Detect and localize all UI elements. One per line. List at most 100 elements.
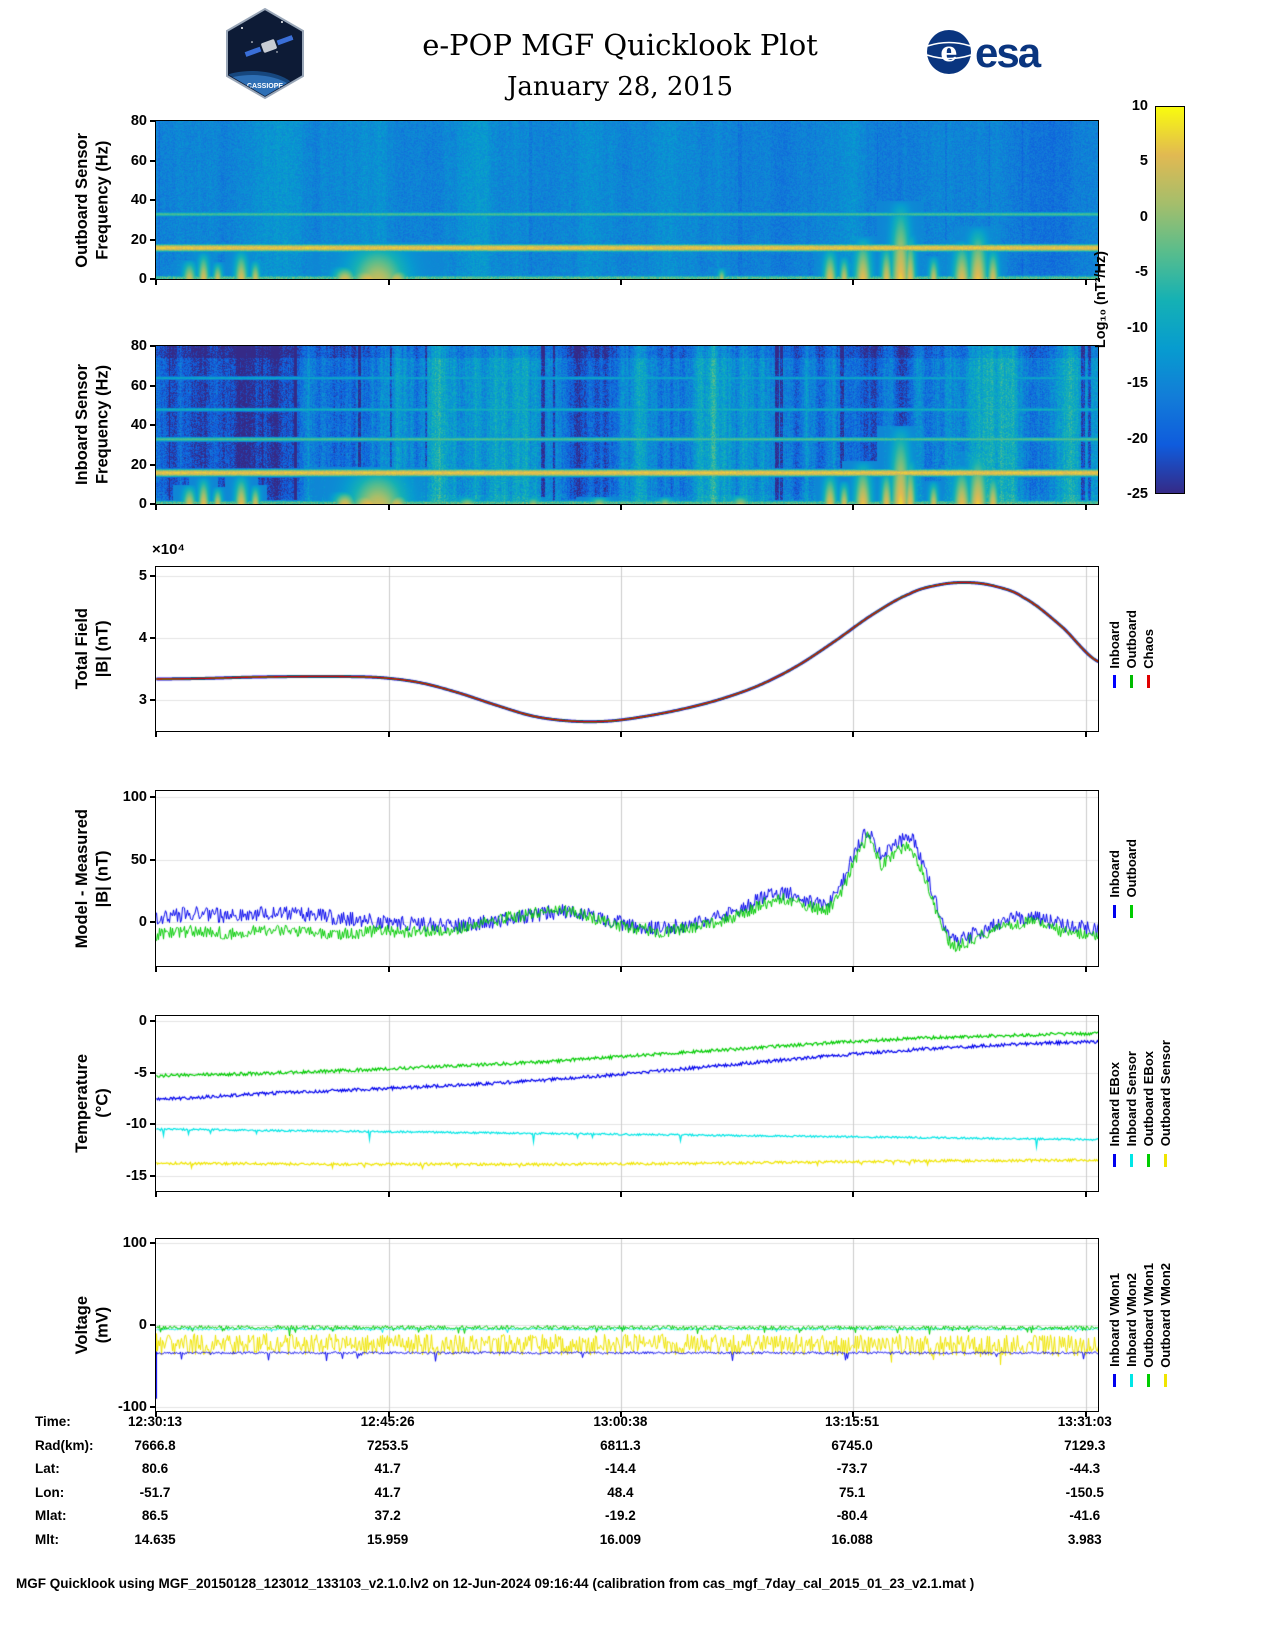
legend-entries: Inboard VMon1 Inboard VMon2 Outboard VMon1… <box>1107 1263 1173 1388</box>
legend-entry: Outboard VMon2 <box>1158 1263 1173 1388</box>
legend-label: Inboard VMon1 <box>1107 1273 1122 1368</box>
x-tick-mark <box>1084 731 1087 737</box>
x-tick-mark <box>1084 1191 1087 1197</box>
legend-label: Inboard Sensor <box>1124 1051 1139 1147</box>
bottom-axis-value: 7253.5 <box>367 1437 409 1453</box>
legend-color-tick <box>1147 675 1150 689</box>
y-tick-label: 40 <box>130 192 147 208</box>
y-tick-mark <box>150 424 156 426</box>
y-axis-label-text: Temperature (°C) <box>73 1054 112 1153</box>
y-axis-label-text: Voltage (mV) <box>73 1295 112 1355</box>
bottom-axis-value: -44.3 <box>1069 1461 1101 1476</box>
y-tick-label: 100 <box>122 789 147 806</box>
y-axis-label: Model - Measured |B| (nT) <box>72 791 114 966</box>
y-tick-label: -5 <box>134 1064 147 1081</box>
y-tick-mark <box>150 463 156 466</box>
model-minus-measured-canvas <box>156 791 1098 966</box>
colorbar-tick-label: 10 <box>1131 98 1148 114</box>
colorbar: Log₁₀ (nT²/Hz) 10 5 0 -5 -10 -15 -20 -25 <box>1093 98 1185 502</box>
colorbar-tick-label: 0 <box>1139 208 1148 225</box>
y-tick-mark <box>150 238 156 241</box>
legend-label: Outboard VMon2 <box>1158 1262 1173 1368</box>
legend-entry: Outboard EBox <box>1141 1040 1156 1167</box>
bottom-axis-row: Mlat: 86.5 37.2 -19.2 -80.4 -41.6 <box>0 1508 1275 1531</box>
x-tick-mark <box>852 504 855 510</box>
bottom-axis-value: -41.6 <box>1069 1508 1101 1523</box>
x-tick-mark <box>155 504 157 510</box>
y-tick-label: 20 <box>130 231 147 248</box>
y-axis-label: Voltage (mV) <box>72 1239 114 1411</box>
legend-label: Chaos <box>1141 628 1156 669</box>
y-tick-mark <box>150 1020 156 1023</box>
legend-entry: Inboard <box>1107 839 1122 918</box>
y-axis-label-text: Inboard Sensor Frequency (Hz) <box>73 364 112 486</box>
legend-entry: Outboard <box>1124 610 1139 689</box>
legend-label: Outboard <box>1124 839 1139 898</box>
y-axis-label: Inboard Sensor Frequency (Hz) <box>72 346 114 504</box>
legend-color-tick <box>1113 904 1116 918</box>
bottom-axis-value: 7129.3 <box>1064 1437 1106 1453</box>
y-tick-mark <box>150 1071 156 1074</box>
x-tick-mark <box>1084 966 1087 972</box>
legend-label: Outboard <box>1124 609 1139 669</box>
colorbar-tick-label: -25 <box>1127 486 1148 502</box>
y-tick-label: -100 <box>117 1398 147 1415</box>
bottom-axis-row: Time: 12:30:13 12:45:26 13:00:38 13:15:51 13:… <box>0 1414 1275 1437</box>
svg-text:e: e <box>940 37 957 68</box>
bottom-axis-value: 6745.0 <box>831 1437 873 1453</box>
legend-label: Inboard <box>1107 850 1122 898</box>
bottom-axis-table: Time: 12:30:13 12:45:26 13:00:38 13:15:51 13:… <box>0 1414 1275 1564</box>
y-tick-label: 20 <box>130 456 147 473</box>
y-tick-mark <box>150 278 156 280</box>
temperature-panel: Temperature (°C) Inboard EBox Inboard Sen… <box>73 1013 1173 1197</box>
y-tick-label: 4 <box>138 630 147 647</box>
legend-label: Outboard Sensor <box>1158 1040 1173 1147</box>
y-tick-mark <box>150 1242 156 1245</box>
y-tick-label: 0 <box>138 271 147 287</box>
voltage-canvas <box>156 1239 1098 1411</box>
bottom-axis-row-label: Mlt: <box>35 1531 59 1547</box>
bottom-axis-value: 6811.3 <box>600 1437 641 1453</box>
bottom-axis-value: 80.6 <box>141 1461 169 1476</box>
y-tick-mark <box>150 1324 156 1326</box>
bottom-axis-value: 16.088 <box>831 1531 873 1547</box>
legend-color-tick <box>1147 1153 1150 1167</box>
esa-logo: e esa <box>926 29 1043 76</box>
temperature-canvas <box>156 1016 1098 1191</box>
x-tick-mark <box>387 504 390 510</box>
y-tick-mark <box>150 345 156 347</box>
legend-color-tick <box>1147 1374 1150 1388</box>
satellite-icon <box>244 35 294 57</box>
y-tick-label: 0 <box>138 1317 147 1333</box>
legend-entry: Inboard EBox <box>1107 1040 1122 1167</box>
colorbar-gradient <box>1155 106 1185 494</box>
colorbar-label-text: Log₁₀ (nT²/Hz) <box>1093 251 1109 349</box>
y-tick-label: 0 <box>138 914 147 931</box>
bottom-axis-value: 48.4 <box>607 1484 634 1500</box>
y-tick-mark <box>150 796 156 799</box>
y-tick-label: 0 <box>138 496 147 512</box>
x-tick-mark <box>620 1411 623 1417</box>
y-axis-label-text: Total Field |B| (nT) <box>73 608 112 690</box>
esa-globe-icon <box>927 30 971 74</box>
y-axis-label-text: Outboard Sensor Frequency (Hz) <box>73 132 112 268</box>
y-tick-label: 3 <box>138 692 147 709</box>
x-tick-mark <box>852 731 855 737</box>
legend: Inboard Outboard <box>1107 791 1139 966</box>
y-tick-label: -15 <box>126 1167 147 1184</box>
outboard-spectrogram-canvas <box>156 121 1098 279</box>
colorbar-tick-label: 5 <box>1139 153 1148 170</box>
legend: Inboard Outboard Chaos <box>1107 567 1156 731</box>
x-tick-mark <box>852 966 855 972</box>
y-tick-mark <box>150 199 156 201</box>
y-tick-mark <box>150 1174 156 1177</box>
bottom-axis-value: 86.5 <box>141 1508 169 1523</box>
y-tick-mark <box>150 858 156 861</box>
x-tick-mark <box>620 279 623 285</box>
legend-color-tick <box>1130 904 1133 918</box>
bottom-axis-value: -73.7 <box>836 1461 868 1476</box>
y-tick-label: 100 <box>122 1235 147 1252</box>
y-tick-mark <box>150 921 156 924</box>
x-tick-mark <box>155 966 157 972</box>
legend-entry: Inboard VMon1 <box>1107 1263 1122 1388</box>
